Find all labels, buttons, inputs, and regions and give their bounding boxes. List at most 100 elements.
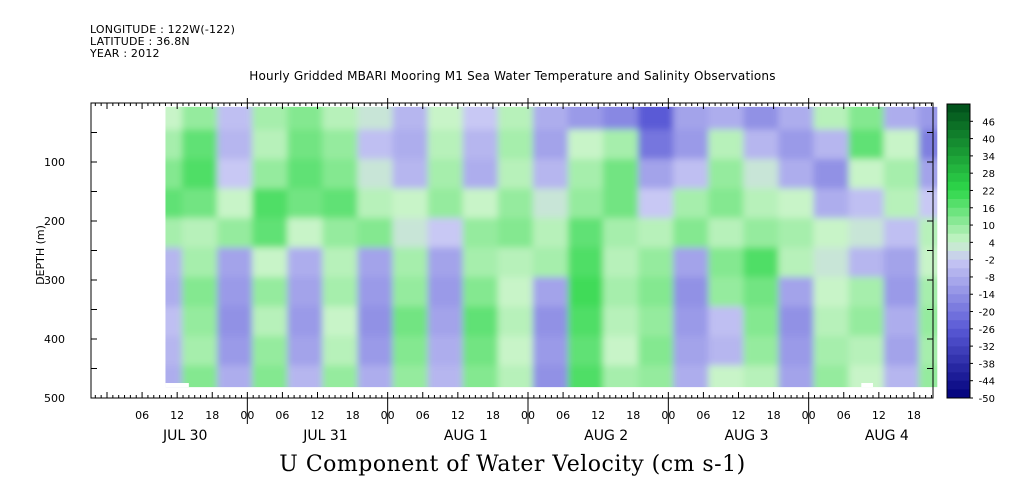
heatmap-cell [392,188,430,220]
heatmap-cell [813,336,851,368]
colorbar-swatch [947,121,970,131]
heatmap-cell [883,106,921,132]
heatmap-cell [322,336,360,368]
colorbar-swatch [947,138,970,148]
heatmap-cell [322,247,360,279]
colorbar-label: 16 [982,204,995,215]
heatmap-cell [673,336,711,368]
heatmap-cell [708,129,746,161]
heatmap-cell [603,159,641,191]
colorbar-swatch [947,337,970,347]
colorbar-label: -2 [985,256,995,267]
heatmap-cell [287,129,325,161]
heatmap-cell [497,277,535,309]
heatmap-cell [743,218,781,250]
heatmap-cell [165,336,185,368]
heatmap-cell [638,336,676,368]
heatmap-cell [813,306,851,338]
heatmap-cell [497,159,535,191]
missing-patch [165,383,189,388]
heatmap-cell [567,365,606,388]
heatmap-cell [427,188,465,220]
heatmap-cell [708,106,746,132]
x-hour-tick-label: 00 [240,409,254,422]
heatmap-cell [778,159,816,191]
colorbar-label: -50 [979,394,995,405]
heatmap-cell [567,188,606,220]
heatmap-cell [252,159,290,191]
x-hour-tick-label: 00 [661,409,675,422]
x-hour-tick-label: 06 [275,409,289,422]
heatmap-cell [638,218,676,250]
heatmap-cell [427,106,465,132]
colorbar-label: -32 [979,342,995,353]
colorbar-swatch [947,346,970,356]
heatmap-cell [848,306,886,338]
heatmap-cell [165,129,185,161]
colorbar-swatch [947,372,970,382]
heatmap-cell [743,129,781,161]
heatmap-cell [743,306,781,338]
colorbar-swatch [947,181,970,191]
x-hour-tick-label: 12 [732,409,746,422]
colorbar-swatch [947,233,970,243]
colorbar-swatch [947,268,970,278]
heatmap-cell [252,247,290,279]
y-tick-label: 100 [44,156,65,169]
colorbar-swatch [947,155,970,165]
colorbar-label: -8 [985,273,995,284]
heatmap-cell [848,218,886,250]
heatmap-cell [462,159,500,191]
colorbar-swatch [947,190,970,200]
heatmap-cell [708,336,746,368]
heatmap-cell [357,188,395,220]
colorbar-swatch [947,328,970,338]
heatmap-cell [638,106,676,132]
heatmap-cell [638,129,676,161]
colorbar-label: 34 [982,152,995,163]
colorbar-swatch [947,294,970,304]
colorbar-swatch [947,129,970,139]
heatmap-cell [848,188,886,220]
heatmap-cell [813,129,851,161]
y-tick-label: 500 [44,392,65,405]
heatmap-cell [182,188,220,220]
y-axis-label: DEPTH (m) [34,225,47,285]
heatmap-cell [673,129,711,161]
heatmap-cell [357,365,395,388]
heatmap-cell [462,218,500,250]
heatmap-cell [287,188,325,220]
heatmap-cell [182,129,220,161]
heatmap-cell [567,336,606,368]
heatmap-cell [848,365,886,388]
colorbar-swatch [947,320,970,330]
colorbar-swatch [947,216,970,226]
heatmap-cell [673,247,711,279]
heatmap-cell [392,218,430,250]
heatmap-cell [883,188,921,220]
colorbar-label: -26 [979,325,995,336]
heatmap-cell [252,365,290,388]
heatmap-cell [778,336,816,368]
heatmap-cell [743,159,781,191]
heatmap-cell [813,365,851,388]
heatmap-cell [778,306,816,338]
heatmap-cell [848,336,886,368]
heatmap-cell [252,277,290,309]
colorbar-label: 22 [982,186,995,197]
heatmap-cell [743,277,781,309]
heatmap-cell [708,218,746,250]
y-tick-label: 200 [44,215,65,228]
heatmap-cell [427,306,465,338]
heatmap-cell [743,247,781,279]
heatmap-cell [532,106,570,132]
heatmap-cell [603,218,641,250]
colorbar-swatch [947,147,970,157]
heatmap-cell [813,188,851,220]
heatmap-cell [497,129,535,161]
heatmap-cell [708,306,746,338]
colorbar-swatch [947,311,970,321]
heatmap-cell [708,247,746,279]
heatmap-cell [848,106,886,132]
heatmap-cell [182,336,220,368]
